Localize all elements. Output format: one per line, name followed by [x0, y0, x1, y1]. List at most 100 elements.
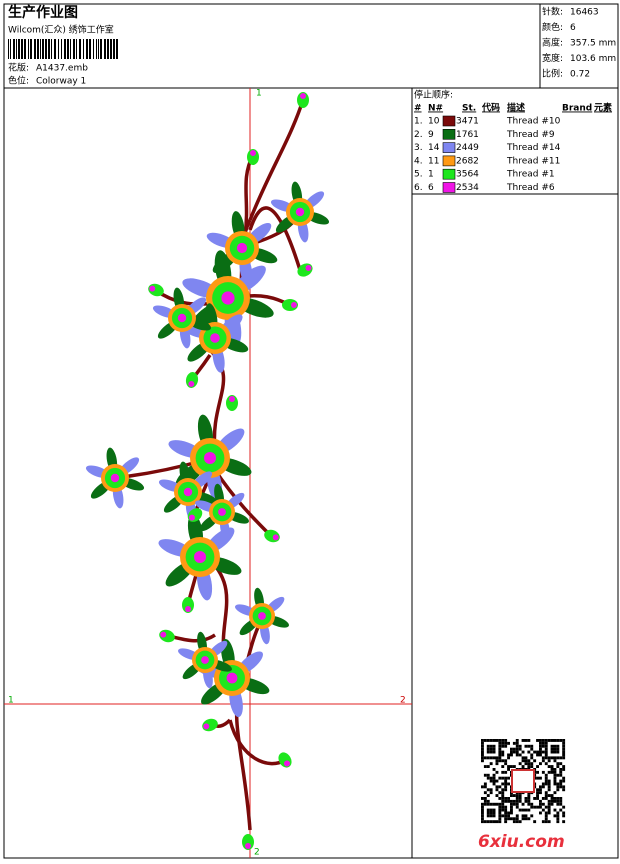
qr-module: [515, 750, 519, 754]
bar: [21, 39, 23, 59]
qr-module: [530, 805, 534, 809]
row-description: Thread #6: [506, 183, 555, 193]
qr-module: [550, 770, 554, 774]
qr-module: [486, 744, 490, 748]
qr-module: [512, 765, 516, 768]
qr-module: [536, 791, 539, 795]
stat-label: 高度:: [542, 37, 563, 49]
qr-module: [550, 750, 554, 754]
qr-module: [527, 802, 531, 806]
qr-module: [547, 770, 551, 774]
qr-module: [559, 799, 563, 803]
qr-module: [495, 794, 499, 797]
qr-module: [481, 750, 484, 754]
qr-module: [562, 811, 566, 815]
qr-module: [489, 750, 493, 754]
column-header: 元素: [594, 102, 612, 114]
qr-module: [481, 747, 484, 751]
column-header: #: [414, 104, 422, 114]
qr-module: [562, 744, 566, 748]
qr-module: [527, 799, 531, 803]
row-index: 1.: [414, 117, 423, 127]
qr-module: [539, 744, 542, 748]
column-header: St.: [462, 104, 476, 114]
qr-module: [495, 785, 499, 789]
qr-module: [481, 814, 484, 818]
qr-module: [483, 797, 487, 800]
qr-module: [515, 747, 519, 751]
qr-module: [547, 739, 551, 742]
qr-module: [556, 782, 560, 786]
flower-center: [110, 473, 120, 483]
column-header: N#: [428, 104, 443, 114]
qr-module: [541, 808, 545, 812]
row-index: 4.: [414, 156, 423, 166]
bar: [67, 39, 69, 59]
qr-module: [556, 799, 560, 803]
flower-center: [258, 612, 266, 620]
qr-module: [501, 797, 505, 800]
qr-module: [530, 744, 534, 748]
qr-module: [562, 779, 566, 783]
row-needle: 9: [428, 130, 434, 140]
qr-module: [530, 765, 534, 768]
qr-module: [550, 768, 554, 771]
qr-module: [483, 782, 487, 786]
qr-module: [483, 739, 487, 742]
qr-module: [539, 750, 542, 754]
qr-module: [486, 814, 490, 818]
qr-module: [521, 817, 525, 821]
bud-tip: [291, 302, 297, 308]
qr-module: [553, 791, 557, 795]
stat-label: 针数:: [542, 6, 563, 18]
qr-module: [518, 808, 522, 812]
qr-module: [498, 759, 502, 763]
qr-module: [481, 808, 484, 812]
embroidery-design: [85, 92, 330, 850]
qr-module: [489, 779, 493, 783]
qr-module: [498, 744, 502, 748]
qr-module: [553, 768, 557, 771]
qr-module: [492, 768, 496, 771]
qr-module: [512, 747, 516, 751]
bud-tip: [149, 285, 156, 292]
qr-module: [539, 762, 542, 766]
qr-module: [539, 811, 542, 815]
color-swatch: [442, 142, 456, 153]
qr-module: [562, 739, 566, 742]
bar: [107, 39, 109, 59]
qr-module: [515, 799, 519, 803]
qr-module: [483, 799, 487, 803]
qr-module: [547, 808, 551, 812]
qr-module: [481, 756, 484, 760]
qr-module: [524, 808, 528, 812]
row-needle: 11: [428, 156, 439, 166]
qr-module: [498, 741, 502, 745]
qr-module: [553, 782, 557, 786]
qr-module: [541, 744, 545, 748]
qr-module: [489, 747, 493, 751]
qr-module: [518, 820, 522, 824]
qr-module: [515, 805, 519, 809]
stat-label: 宽度:: [542, 52, 563, 64]
qr-module: [507, 768, 510, 771]
color-swatch: [442, 155, 456, 167]
row-needle: 6: [428, 183, 434, 193]
qr-module: [536, 797, 539, 800]
qr-module: [533, 750, 537, 754]
qr-module: [498, 776, 502, 780]
qr-module: [524, 817, 528, 821]
qr-module: [521, 750, 525, 754]
qr-module: [547, 802, 551, 806]
bar: [104, 39, 106, 59]
qr-module: [507, 811, 510, 815]
bud-tip: [188, 380, 195, 387]
qr-module: [504, 785, 508, 789]
qr-module: [512, 741, 516, 745]
qr-module: [504, 776, 508, 780]
qr-module: [539, 802, 542, 806]
stat-value: 357.5 mm: [570, 39, 616, 49]
qr-module: [556, 744, 560, 748]
qr-module: [544, 794, 548, 797]
row-index: 5.: [414, 170, 423, 180]
